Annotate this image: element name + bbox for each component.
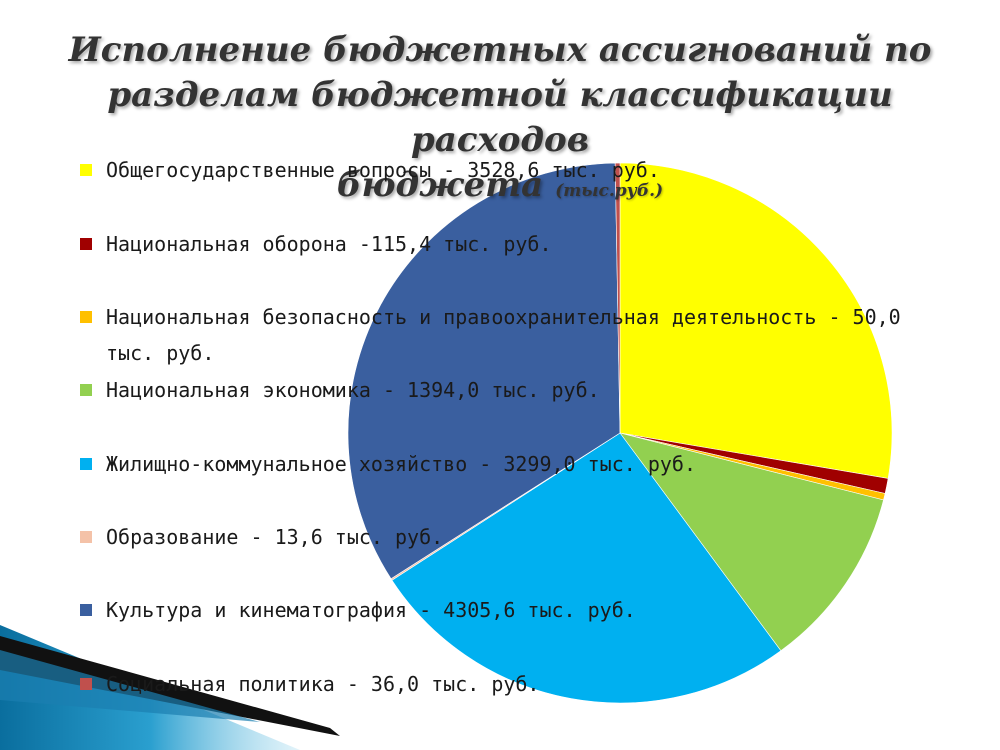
legend-label: Общегосударственные вопросы - 3528,6 тыс… [106,158,660,182]
legend-item: Жилищно-коммунальное хозяйство - 3299,0 … [80,446,960,482]
legend-label: Социальная политика - 36,0 тыс. руб. [106,672,540,696]
legend-item: Общегосударственные вопросы - 3528,6 тыс… [80,152,960,188]
legend-label: Жилищно-коммунальное хозяйство - 3299,0 … [106,452,697,476]
title-line-2: разделам бюджетной классификации расходо… [107,75,893,160]
legend-swatch [80,531,92,543]
pie-slice [391,432,782,704]
legend-item: Образование - 13,6 тыс. руб. [80,519,960,555]
title-line-1: Исполнение бюджетных ассигнований по [68,30,932,70]
legend-swatch [80,164,92,176]
legend-swatch [80,384,92,396]
legend-item: Культура и кинематография - 4305,6 тыс. … [80,592,960,628]
title-unit: (тыс.руб.) [555,181,664,201]
title-line-3: бюджета (тыс.руб.) [60,163,940,214]
legend-label: Национальная оборона -115,4 тыс. руб. [106,232,552,256]
legend-label: Культура и кинематография - 4305,6 тыс. … [106,598,636,622]
legend-item: Национальная экономика - 1394,0 тыс. руб… [80,372,960,408]
legend-item: Национальная оборона -115,4 тыс. руб. [80,226,960,262]
legend-item: Национальная безопасность и правоохранит… [80,299,960,371]
page-title: Исполнение бюджетных ассигнований по раз… [60,28,940,214]
legend-label: Образование - 13,6 тыс. руб. [106,525,444,549]
legend-swatch [80,311,92,323]
pie-slice [347,162,621,580]
pie-slice [619,432,884,652]
pie-slice [619,162,893,479]
legend-swatch [80,678,92,690]
legend-label: Национальная экономика - 1394,0 тыс. руб… [106,378,600,402]
legend-swatch [80,604,92,616]
legend-label: Национальная безопасность и правоохранит… [106,305,901,365]
pie-slice [614,162,621,434]
legend-swatch [80,458,92,470]
legend-item: Социальная политика - 36,0 тыс. руб. [80,666,960,702]
legend-swatch [80,238,92,250]
title-word: бюджета [336,165,544,205]
